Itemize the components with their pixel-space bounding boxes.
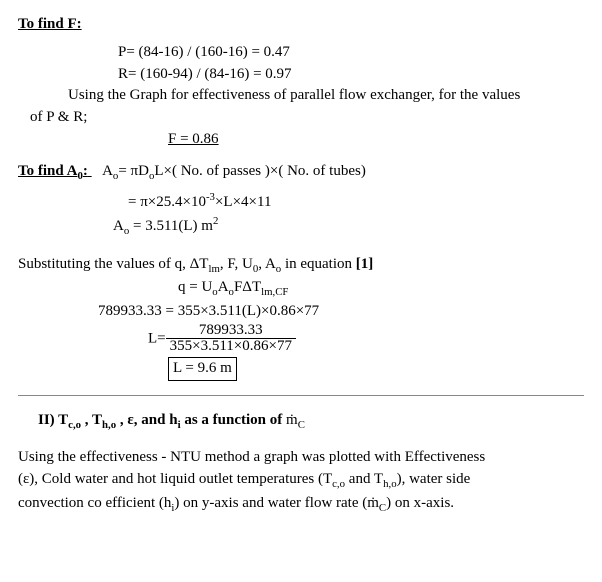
- subst-s1: lm: [208, 263, 219, 275]
- subst-m1: , F, U: [220, 256, 253, 272]
- a0-l3-lhs: A: [113, 218, 124, 234]
- a0-l2-sup: -3: [206, 191, 215, 203]
- p2b3-tail: ) on x-axis.: [386, 495, 454, 511]
- part2-body1: Using the effectiveness - NTU method a g…: [18, 447, 584, 469]
- p2b3-a: convection co efficient (h: [18, 495, 171, 511]
- eq-a0-line3: Ao = 3.511(L) m2: [113, 214, 584, 240]
- p2-s4: C: [298, 419, 305, 431]
- p2-s1: c,o: [68, 419, 81, 431]
- a0-l2-tail: ×L×4×11: [215, 194, 271, 210]
- p2b2-m1: and T: [345, 471, 383, 487]
- p2b2-tail: ), water side: [397, 471, 471, 487]
- p2-m2: , ε, and h: [116, 412, 177, 428]
- eq-p: P= (84-16) / (160-16) = 0.47: [118, 42, 584, 64]
- eqA-a: q = U: [178, 279, 212, 295]
- result-f: F = 0.86: [168, 131, 219, 147]
- eq-r: R= (160-94) / (84-16) = 0.97: [118, 64, 584, 86]
- p2-m1: , T: [81, 412, 102, 428]
- heading-find-f: To find F:: [18, 16, 82, 32]
- p2b2-a: (ε), Cold water and hot liquid outlet te…: [18, 471, 332, 487]
- a0-rhs: = πD: [118, 163, 149, 179]
- frac-num: 789933.33: [166, 323, 296, 340]
- result-L: L = 9.6 m: [168, 357, 237, 381]
- heading-a0-text: To find A: [18, 163, 77, 179]
- heading-a0-tail: :: [83, 163, 88, 179]
- p2-m3: as a function of: [181, 412, 286, 428]
- p2b3-m1: ) on y-axis and water flow rate (: [174, 495, 367, 511]
- subst-intro: Substituting the values of q, ΔTlm, F, U…: [18, 254, 584, 278]
- frac-lhs: L=: [148, 330, 166, 346]
- note-graph-a: Using the Graph for effectiveness of par…: [68, 85, 584, 107]
- p2-pre: II) T: [38, 412, 68, 428]
- subst-m2: , A: [258, 256, 276, 272]
- subst-ref: [1]: [356, 256, 374, 272]
- a0-tail: L×( No. of passes )×( No. of tubes): [154, 163, 365, 179]
- p2b3-mdot: ṁ: [367, 495, 379, 511]
- eq-q-def: q = UoAoFΔTlm,CF: [178, 277, 584, 301]
- p2-mdot: ṁ: [286, 412, 298, 428]
- subst-tail: in equation: [281, 256, 356, 272]
- a0-l3-sup: 2: [213, 215, 218, 227]
- a0-l3-rhs: = 3.511(L) m: [129, 218, 213, 234]
- eqA-s3: lm,CF: [261, 286, 288, 298]
- heading-find-a0: To find A0:: [18, 163, 92, 179]
- divider: [18, 395, 584, 396]
- p2b2-s2: h,o: [383, 478, 397, 490]
- eq-a0-line2: = π×25.4×10-3×L×4×11: [128, 190, 584, 214]
- eq-l-frac: L= 789933.33 355×3.511×0.86×77: [148, 323, 584, 356]
- p2b2-s1: c,o: [332, 478, 345, 490]
- eq-a0-def: Ao= πDoL×( No. of passes )×( No. of tube…: [102, 163, 366, 179]
- a0-lhs: A: [102, 163, 113, 179]
- eqA-m2: FΔT: [234, 279, 261, 295]
- frac-den: 355×3.511×0.86×77: [166, 339, 296, 355]
- fraction: 789933.33 355×3.511×0.86×77: [166, 323, 296, 356]
- subst-a: Substituting the values of q, ΔT: [18, 256, 208, 272]
- eq-q-num: 789933.33 = 355×3.511(L)×0.86×77: [98, 301, 584, 323]
- part2-body2: (ε), Cold water and hot liquid outlet te…: [18, 469, 584, 493]
- note-graph-b: of P & R;: [30, 107, 584, 129]
- heading-part2: II) Tc,o , Th,o , ε, and hi as a functio…: [38, 412, 286, 428]
- a0-l2-a: = π×25.4×10: [128, 194, 206, 210]
- part2-body3: convection co efficient (hi) on y-axis a…: [18, 493, 584, 517]
- p2-s2: h,o: [102, 419, 116, 431]
- eqA-m1: A: [218, 279, 229, 295]
